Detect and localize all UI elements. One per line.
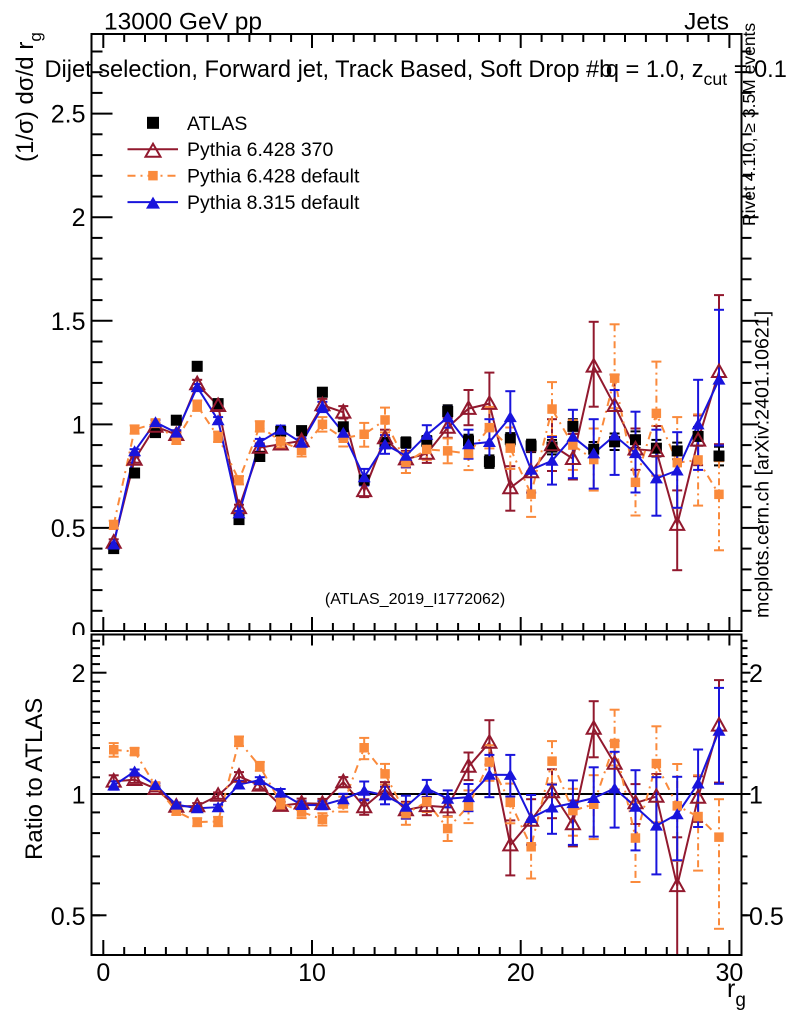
svg-text:Ratio to ATLAS: Ratio to ATLAS [21,698,48,860]
svg-text:2: 2 [749,660,763,688]
svg-text:20: 20 [507,959,535,987]
svg-text:Pythia 6.428 370: Pythia 6.428 370 [187,139,334,161]
svg-text:1: 1 [72,411,86,439]
svg-text:(ATLAS_2019_I1772062): (ATLAS_2019_I1772062) [325,591,505,608]
svg-text:mcplots.cern.ch [arXiv:2401.10: mcplots.cern.ch [arXiv:2401.10621] [752,311,774,618]
svg-text:Pythia 8.315 default: Pythia 8.315 default [187,192,360,214]
svg-text:10: 10 [298,959,326,987]
svg-text:1: 1 [72,782,86,810]
svg-text:2: 2 [72,660,86,688]
svg-text:Rivet 4.1.0, ≥ 3.5M events: Rivet 4.1.0, ≥ 3.5M events [739,23,759,226]
svg-text:0.5: 0.5 [749,903,784,931]
svg-text:0: 0 [72,618,86,646]
svg-text:1: 1 [749,782,763,810]
svg-text:0: 0 [96,959,110,987]
svg-text:0.5: 0.5 [51,515,86,543]
svg-text:Pythia 6.428 default: Pythia 6.428 default [187,166,360,188]
svg-text:1.5: 1.5 [51,308,86,336]
svg-text:13000 GeV pp: 13000 GeV pp [104,9,262,36]
svg-text:Jets: Jets [684,9,729,36]
svg-text:ATLAS: ATLAS [187,113,247,135]
svg-text:2.5: 2.5 [51,101,86,129]
svg-text:2: 2 [72,204,86,232]
svg-text:0.5: 0.5 [51,903,86,931]
svg-text:30: 30 [715,959,743,987]
